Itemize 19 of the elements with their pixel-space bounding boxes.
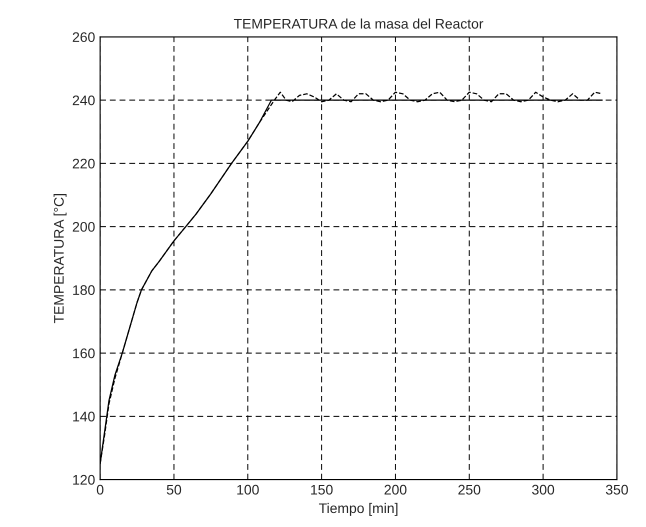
x-axis-title: Tiempo [min] — [318, 502, 398, 516]
x-tick-label: 150 — [311, 484, 333, 495]
y-tick-label: 200 — [72, 222, 95, 232]
y-tick-label: 120 — [73, 474, 95, 485]
y-tick-label: 180 — [73, 285, 95, 296]
y-tick-label: 160 — [73, 348, 95, 358]
x-tick-label: 300 — [532, 484, 554, 495]
x-tick-label: 350 — [606, 484, 628, 495]
x-tick-label: 50 — [166, 484, 182, 495]
x-tick-label: 0 — [96, 484, 104, 495]
y-tick-label: 140 — [73, 412, 95, 422]
chart-title: TEMPERATURA de la masa del Reactor — [234, 18, 484, 29]
x-tick-label: 100 — [237, 484, 259, 495]
y-tick-label: 220 — [72, 158, 95, 169]
y-tick-label: 260 — [72, 32, 95, 42]
x-tick-label: 250 — [458, 484, 480, 495]
y-axis-title: TEMPERATURA [°C] — [54, 194, 67, 324]
y-tick-label: 240 — [72, 95, 95, 106]
x-tick-label: 200 — [384, 484, 406, 495]
